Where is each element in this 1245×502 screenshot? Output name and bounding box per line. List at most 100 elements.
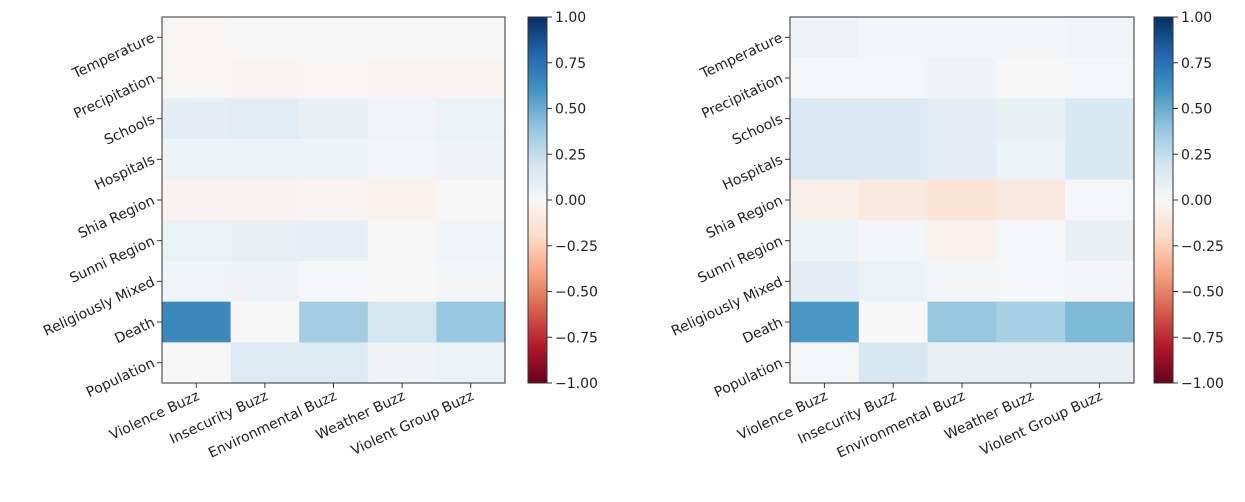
heatmap-cell-death-violent-group-buzz <box>1065 301 1135 343</box>
y-tick-label-death: Death <box>112 315 157 347</box>
heatmap-cell-hospitals-insecurity-buzz <box>230 139 300 181</box>
colorbar-tick-label: −0.50 <box>1181 285 1224 301</box>
heatmap-cell-shia-region-environmental-buzz <box>299 179 369 221</box>
heatmap-cell-temperature-environmental-buzz <box>927 17 997 59</box>
colorbar-tick-label: −0.75 <box>555 330 598 346</box>
heatmap-cell-shia-region-insecurity-buzz <box>858 179 929 221</box>
heatmap-cell-temperature-environmental-buzz <box>299 17 369 59</box>
heatmap-cell-precipitation-environmental-buzz <box>927 57 997 99</box>
heatmap-cell-precipitation-violence-buzz <box>162 57 232 99</box>
y-tick-label-hospitals: Hospitals <box>92 152 157 194</box>
heatmap-cell-hospitals-insecurity-buzz <box>858 139 929 181</box>
x-tick-label-violent-group-buzz: Violent Group Buzz <box>978 388 1106 459</box>
heatmap-cell-death-violence-buzz <box>790 301 860 343</box>
heatmap-cell-precipitation-insecurity-buzz <box>858 57 929 99</box>
y-tick-label-population: Population <box>712 355 785 401</box>
heatmap-cell-temperature-weather-buzz <box>996 17 1066 59</box>
heatmap-cell-schools-violent-group-buzz <box>436 98 506 140</box>
heatmap-cell-shia-region-insecurity-buzz <box>230 179 300 221</box>
y-tick-label-schools: Schools <box>730 111 786 148</box>
colorbar <box>527 16 548 384</box>
heatmap-cell-schools-environmental-buzz <box>927 98 997 140</box>
heatmap-cell-sunni-region-violence-buzz <box>162 220 232 262</box>
colorbar-tick-label: 0.75 <box>1181 56 1212 72</box>
heatmap-cell-precipitation-violent-group-buzz <box>436 57 506 99</box>
heatmap-cell-temperature-insecurity-buzz <box>230 17 300 59</box>
heatmap-cell-religiously-mixed-violence-buzz <box>162 261 232 303</box>
heatmap-cell-sunni-region-weather-buzz <box>367 220 437 262</box>
heatmap-cell-population-violence-buzz <box>790 342 860 384</box>
heatmap-cell-hospitals-environmental-buzz <box>927 139 997 181</box>
heatmap-cell-religiously-mixed-environmental-buzz <box>299 261 369 303</box>
colorbar-tick-label: 0.50 <box>1181 102 1212 118</box>
heatmap-cell-sunni-region-violent-group-buzz <box>1065 220 1135 262</box>
heatmap-cell-schools-environmental-buzz <box>299 98 369 140</box>
heatmap-cell-death-weather-buzz <box>367 301 437 343</box>
y-tick-label-schools: Schools <box>102 111 158 148</box>
heatmap-cell-sunni-region-environmental-buzz <box>927 220 997 262</box>
y-tick-label-population: Population <box>84 355 157 401</box>
heatmap-cell-death-weather-buzz <box>996 301 1066 343</box>
x-tick-label-environmental-buzz: Environmental Buzz <box>834 388 967 461</box>
y-tick-label-death: Death <box>740 315 785 347</box>
colorbar-tick-label: −1.00 <box>1181 376 1224 392</box>
heatmap-cell-population-violent-group-buzz <box>436 342 506 384</box>
colorbar-tick-label: 0.50 <box>555 102 586 118</box>
x-tick-label-violent-group-buzz: Violent Group Buzz <box>349 388 477 459</box>
heatmap-cell-hospitals-weather-buzz <box>367 139 437 181</box>
heatmap-cell-temperature-violent-group-buzz <box>436 17 506 59</box>
heatmap-cell-death-insecurity-buzz <box>230 301 300 343</box>
heatmap-cell-precipitation-environmental-buzz <box>299 57 369 99</box>
heatmap-cell-temperature-insecurity-buzz <box>858 17 929 59</box>
heatmap-cell-death-environmental-buzz <box>299 301 369 343</box>
heatmap-cell-precipitation-weather-buzz <box>367 57 437 99</box>
heatmap-cell-religiously-mixed-environmental-buzz <box>927 261 997 303</box>
y-tick-label-shia-region: Shia Region <box>76 193 158 242</box>
heatmap-cell-death-violent-group-buzz <box>436 301 506 343</box>
heatmap-cell-shia-region-violence-buzz <box>790 179 860 221</box>
x-tick-label-environmental-buzz: Environmental Buzz <box>206 388 339 461</box>
heatmap-cell-schools-insecurity-buzz <box>858 98 929 140</box>
heatmap-cell-hospitals-violent-group-buzz <box>1065 139 1135 181</box>
heatmap-left: TemperaturePrecipitationSchoolsHospitals… <box>41 10 598 462</box>
heatmap-cell-religiously-mixed-weather-buzz <box>996 261 1066 303</box>
heatmap-cell-hospitals-environmental-buzz <box>299 139 369 181</box>
heatmap-cell-hospitals-weather-buzz <box>996 139 1066 181</box>
heatmap-cell-shia-region-violent-group-buzz <box>436 179 506 221</box>
colorbar-tick-label: 0.25 <box>1181 147 1212 163</box>
colorbar-tick-label: 1.00 <box>555 10 586 26</box>
colorbar-tick-label: −0.50 <box>555 285 598 301</box>
heatmap-cell-sunni-region-insecurity-buzz <box>858 220 929 262</box>
heatmap-cell-religiously-mixed-violent-group-buzz <box>436 261 506 303</box>
heatmap-cell-religiously-mixed-insecurity-buzz <box>230 261 300 303</box>
heatmap-cell-population-insecurity-buzz <box>230 342 300 384</box>
colorbar-tick-label: −0.25 <box>1181 239 1224 255</box>
heatmap-cell-temperature-violent-group-buzz <box>1065 17 1135 59</box>
heatmap-cell-sunni-region-violence-buzz <box>790 220 860 262</box>
heatmap-cell-sunni-region-violent-group-buzz <box>436 220 506 262</box>
colorbar-tick-label: −0.75 <box>1181 330 1224 346</box>
colorbar-tick-label: 0.00 <box>555 193 586 209</box>
heatmap-cell-religiously-mixed-violence-buzz <box>790 261 860 303</box>
heatmap-cell-temperature-violence-buzz <box>162 17 232 59</box>
heatmap-cell-temperature-weather-buzz <box>367 17 437 59</box>
heatmap-right: TemperaturePrecipitationSchoolsHospitals… <box>669 10 1224 462</box>
heatmap-cell-shia-region-weather-buzz <box>367 179 437 221</box>
heatmap-cell-hospitals-violence-buzz <box>162 139 232 181</box>
heatmap-cell-population-weather-buzz <box>996 342 1066 384</box>
heatmap-cell-schools-violence-buzz <box>162 98 232 140</box>
heatmap-cell-hospitals-violence-buzz <box>790 139 860 181</box>
colorbar <box>1153 16 1174 384</box>
colorbar-tick-label: −1.00 <box>555 376 598 392</box>
heatmap-cell-death-insecurity-buzz <box>858 301 929 343</box>
heatmap-cell-schools-violent-group-buzz <box>1065 98 1135 140</box>
heatmap-cell-schools-violence-buzz <box>790 98 860 140</box>
heatmap-cell-population-environmental-buzz <box>927 342 997 384</box>
heatmap-cell-schools-weather-buzz <box>996 98 1066 140</box>
heatmap-cell-shia-region-weather-buzz <box>996 179 1066 221</box>
heatmap-cell-precipitation-insecurity-buzz <box>230 57 300 99</box>
heatmap-cell-death-violence-buzz <box>162 301 232 343</box>
heatmap-cell-shia-region-environmental-buzz <box>927 179 997 221</box>
heatmap-cell-population-insecurity-buzz <box>858 342 929 384</box>
